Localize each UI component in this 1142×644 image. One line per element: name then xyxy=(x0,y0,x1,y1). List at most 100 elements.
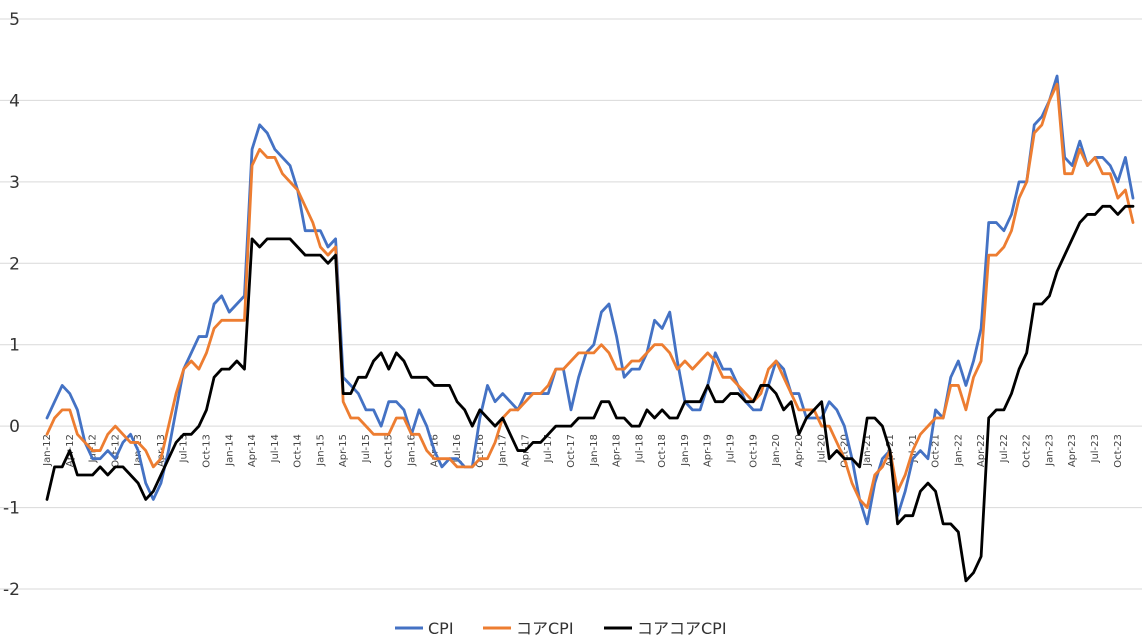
data-point xyxy=(925,481,930,486)
x-tick-label: Oct-15 xyxy=(384,434,395,468)
data-point xyxy=(250,236,255,241)
data-point xyxy=(713,399,718,404)
data-point xyxy=(682,359,687,364)
data-point xyxy=(766,383,771,388)
data-point xyxy=(379,424,384,429)
data-point xyxy=(758,383,763,388)
data-point xyxy=(531,440,536,445)
data-point xyxy=(1131,204,1136,209)
data-point xyxy=(45,432,50,437)
data-point xyxy=(242,367,247,372)
data-point xyxy=(1047,98,1052,103)
data-point xyxy=(698,399,703,404)
data-point xyxy=(288,163,293,168)
data-point xyxy=(356,416,361,421)
data-point xyxy=(1017,179,1022,184)
data-point xyxy=(1070,236,1075,241)
data-point xyxy=(341,391,346,396)
x-tick-label: Apr-19 xyxy=(703,434,714,467)
data-point xyxy=(181,432,186,437)
data-point xyxy=(348,416,353,421)
data-point xyxy=(933,489,938,494)
data-point xyxy=(675,416,680,421)
data-point xyxy=(1123,204,1128,209)
data-point xyxy=(743,391,748,396)
data-point xyxy=(963,407,968,412)
data-point xyxy=(462,407,467,412)
data-point xyxy=(98,456,103,461)
data-point xyxy=(986,253,991,258)
data-point xyxy=(538,391,543,396)
data-point xyxy=(842,424,847,429)
data-point xyxy=(105,473,110,478)
data-point xyxy=(576,416,581,421)
data-point xyxy=(690,399,695,404)
data-point xyxy=(333,253,338,258)
data-point xyxy=(827,424,832,429)
data-point xyxy=(143,497,148,502)
data-point xyxy=(948,521,953,526)
data-point xyxy=(774,391,779,396)
data-point xyxy=(743,399,748,404)
data-point xyxy=(569,424,574,429)
data-point xyxy=(994,253,999,258)
data-point xyxy=(371,432,376,437)
data-point xyxy=(120,432,125,437)
data-point xyxy=(1077,147,1082,152)
data-point xyxy=(174,391,179,396)
data-point xyxy=(401,407,406,412)
x-tick-label: Jan-15 xyxy=(315,434,326,467)
data-point xyxy=(1100,171,1105,176)
data-point xyxy=(485,456,490,461)
data-point xyxy=(394,416,399,421)
data-point xyxy=(614,416,619,421)
data-point xyxy=(720,375,725,380)
data-point xyxy=(667,350,672,355)
data-point xyxy=(204,334,209,339)
data-point xyxy=(189,359,194,364)
data-point xyxy=(728,367,733,372)
data-point xyxy=(128,440,133,445)
x-tick-label: Oct-16 xyxy=(475,434,486,468)
data-point xyxy=(599,342,604,347)
data-point xyxy=(439,383,444,388)
data-point xyxy=(1108,171,1113,176)
data-point xyxy=(644,350,649,355)
x-tick-label: Jul-20 xyxy=(817,434,828,463)
data-point xyxy=(872,473,877,478)
y-tick-label: 3 xyxy=(9,173,20,193)
data-point xyxy=(1055,74,1060,79)
data-point xyxy=(766,367,771,372)
data-point xyxy=(196,367,201,372)
data-point xyxy=(363,407,368,412)
data-point xyxy=(128,432,133,437)
legend-label-1: コアCPI xyxy=(516,619,574,638)
data-point xyxy=(455,456,460,461)
data-point xyxy=(447,383,452,388)
data-point xyxy=(105,432,110,437)
data-point xyxy=(1115,196,1120,201)
x-tick-label: Jan-12 xyxy=(42,434,53,467)
data-point xyxy=(371,359,376,364)
data-point xyxy=(986,416,991,421)
data-point xyxy=(303,204,308,209)
data-point xyxy=(880,464,885,469)
data-point xyxy=(971,359,976,364)
data-point xyxy=(128,473,133,478)
data-point xyxy=(45,416,50,421)
data-point xyxy=(682,399,687,404)
data-point xyxy=(1024,350,1029,355)
y-tick-label: 0 xyxy=(9,417,20,437)
data-point xyxy=(67,391,72,396)
series-line-1 xyxy=(45,82,1135,509)
data-point xyxy=(60,464,65,469)
x-tick-label: Apr-22 xyxy=(976,434,987,467)
x-tick-label: Jan-20 xyxy=(771,434,782,467)
data-point xyxy=(371,407,376,412)
data-point xyxy=(887,448,892,453)
data-point xyxy=(67,448,72,453)
data-point xyxy=(288,179,293,184)
series-group-2 xyxy=(45,204,1136,583)
data-point xyxy=(295,245,300,250)
data-point xyxy=(166,424,171,429)
